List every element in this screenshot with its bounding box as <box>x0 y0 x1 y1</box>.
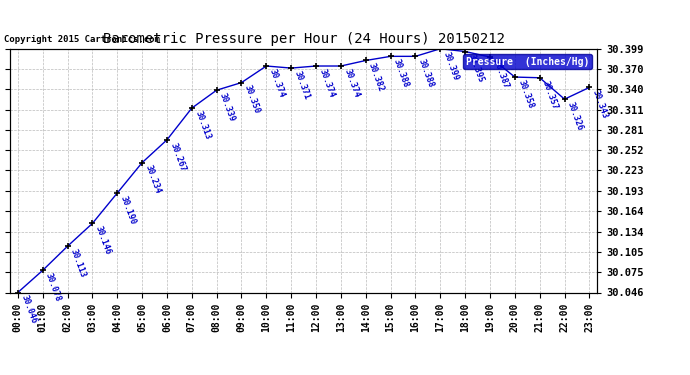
Text: 30.374: 30.374 <box>342 68 361 99</box>
Text: 30.387: 30.387 <box>491 58 510 90</box>
Text: 30.190: 30.190 <box>119 195 137 226</box>
Text: 30.357: 30.357 <box>541 79 560 110</box>
Text: 30.046: 30.046 <box>19 294 38 325</box>
Text: 30.234: 30.234 <box>144 164 162 195</box>
Text: 30.382: 30.382 <box>367 62 386 93</box>
Text: 30.326: 30.326 <box>566 100 584 132</box>
Text: 30.313: 30.313 <box>193 110 212 141</box>
Title: Barometric Pressure per Hour (24 Hours) 20150212: Barometric Pressure per Hour (24 Hours) … <box>103 32 504 46</box>
Text: 30.339: 30.339 <box>218 92 237 123</box>
Text: 30.388: 30.388 <box>417 58 435 89</box>
Text: Copyright 2015 Cartronics.com: Copyright 2015 Cartronics.com <box>4 35 160 44</box>
Text: 30.374: 30.374 <box>317 68 336 99</box>
Text: 30.388: 30.388 <box>392 58 411 89</box>
Legend: Pressure  (Inches/Hg): Pressure (Inches/Hg) <box>463 54 592 69</box>
Text: 30.358: 30.358 <box>516 78 535 110</box>
Text: 30.371: 30.371 <box>293 69 311 101</box>
Text: 30.113: 30.113 <box>69 248 88 279</box>
Text: 30.395: 30.395 <box>466 53 485 84</box>
Text: 30.374: 30.374 <box>268 68 286 99</box>
Text: 30.343: 30.343 <box>591 89 609 120</box>
Text: 30.350: 30.350 <box>243 84 262 115</box>
Text: 30.399: 30.399 <box>442 50 460 81</box>
Text: 30.267: 30.267 <box>168 141 187 172</box>
Text: 30.146: 30.146 <box>94 225 112 256</box>
Text: 30.078: 30.078 <box>44 272 63 303</box>
